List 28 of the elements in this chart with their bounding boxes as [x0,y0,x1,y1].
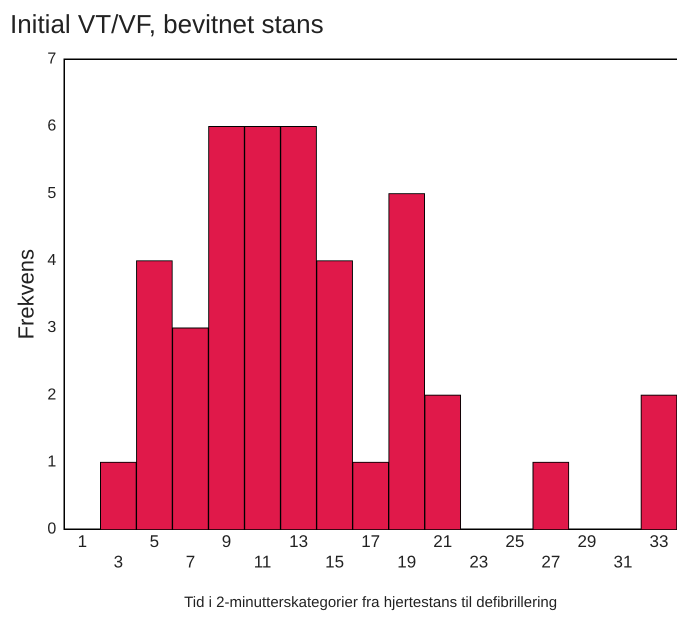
x-tick-label: 17 [361,532,380,552]
x-tick-label: 11 [254,552,272,572]
x-tick-label: 13 [289,532,308,552]
y-axis-title: Frekvens [13,248,38,340]
x-tick-label: 15 [325,552,344,572]
x-tick-label: 25 [505,532,524,552]
x-tick-label: 9 [222,532,232,552]
y-tick-label: 0 [47,520,56,538]
x-tick-label: 1 [78,532,88,552]
y-tick-label: 3 [47,319,56,336]
y-tick-label: 5 [47,184,56,202]
y-tick-label: 4 [47,252,56,270]
x-tick-label: 19 [397,552,416,572]
x-tick-label: 33 [650,532,668,552]
y-tick-label: 1 [47,453,56,470]
y-tick-label: 7 [47,50,56,68]
x-tick-label: 7 [186,552,196,572]
x-tick-label: 23 [469,552,488,572]
y-tick-label: 6 [47,118,56,135]
x-tick-label: 3 [114,552,124,572]
chart-title: Initial VT/VF, bevitnet stans [10,8,324,39]
y-tick-label: 2 [47,386,56,404]
x-tick-label: 29 [577,532,596,552]
x-tick-label: 5 [150,532,160,552]
x-tick-label: 31 [613,552,632,572]
x-axis-title: Tid i 2-minutterskategorier fra hjertestans til defibrillering [184,594,558,612]
x-tick-label: 21 [433,532,452,552]
x-tick-label: 27 [541,552,560,572]
